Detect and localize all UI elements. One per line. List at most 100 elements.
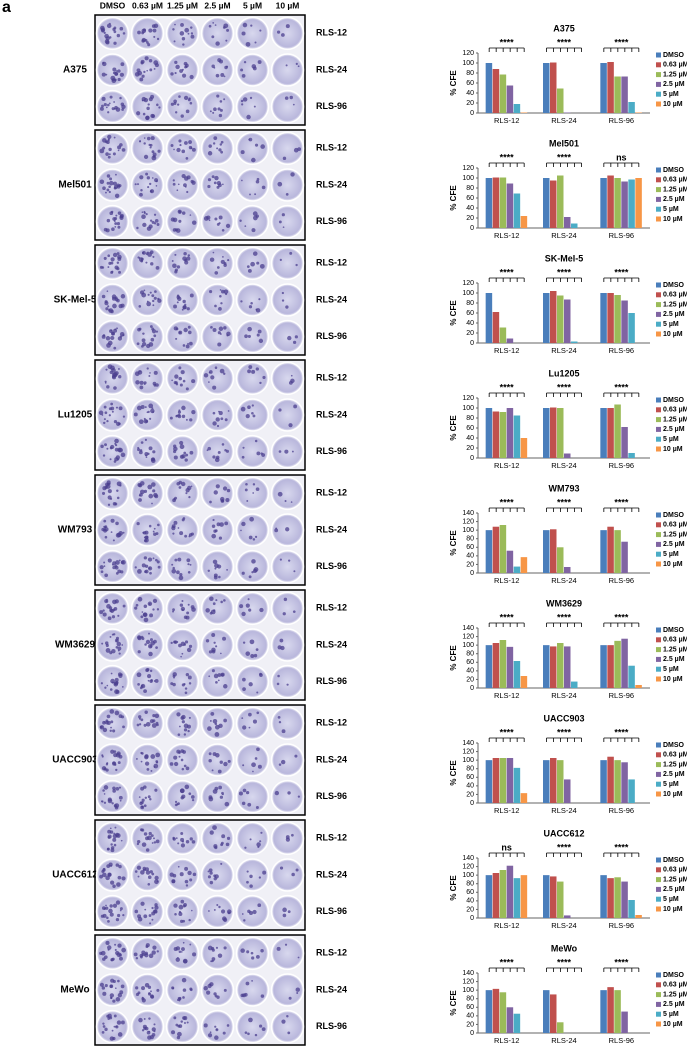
- colony: [103, 793, 106, 795]
- colony: [137, 875, 140, 878]
- colony: [153, 23, 159, 29]
- colony: [152, 304, 155, 307]
- colony: [107, 829, 112, 834]
- colony: [105, 73, 108, 76]
- colony: [295, 987, 300, 992]
- colony: [144, 643, 147, 646]
- row-label: RLS-24: [316, 409, 347, 419]
- well: [95, 743, 130, 777]
- colony: [105, 106, 108, 109]
- bar: [520, 676, 528, 688]
- colony: [251, 369, 256, 374]
- colony: [103, 405, 107, 409]
- y-tick-label: 40: [466, 1013, 474, 1020]
- colony: [153, 841, 157, 844]
- colony: [213, 181, 217, 185]
- cell-line-label: WM3629: [55, 640, 95, 651]
- colony: [144, 710, 148, 714]
- colony: [257, 764, 262, 769]
- well: [165, 89, 200, 124]
- colony: [211, 669, 215, 673]
- colony: [180, 843, 186, 848]
- colony: [113, 843, 117, 847]
- colony: [255, 308, 261, 313]
- bar: [614, 760, 621, 803]
- legend-label: DMSO: [663, 972, 685, 979]
- colony: [108, 308, 114, 313]
- colony: [119, 26, 124, 31]
- colony: [254, 193, 257, 196]
- colony: [214, 24, 217, 26]
- colony: [220, 600, 223, 604]
- y-tick-label: 100: [462, 527, 474, 534]
- colony: [107, 495, 112, 500]
- legend-swatch: [656, 206, 661, 212]
- colony: [215, 946, 219, 949]
- colony: [153, 222, 157, 225]
- colony: [152, 489, 156, 493]
- colony: [203, 1023, 208, 1028]
- colony: [291, 450, 294, 453]
- bar: [520, 438, 528, 458]
- colony: [188, 918, 191, 922]
- legend-label: 1.25 µM: [663, 186, 687, 193]
- colony: [181, 720, 185, 724]
- bar: [499, 327, 507, 343]
- colony: [274, 528, 279, 533]
- colony: [154, 679, 159, 683]
- colony: [222, 255, 224, 258]
- colony: [109, 709, 115, 714]
- colony: [107, 305, 110, 308]
- colony: [145, 943, 150, 948]
- colony: [120, 984, 125, 989]
- well: [200, 513, 235, 547]
- colony: [190, 795, 195, 799]
- colony: [223, 98, 226, 101]
- colony: [143, 154, 149, 160]
- colony: [153, 766, 156, 768]
- y-axis-label: % CFE: [449, 185, 458, 211]
- colony: [101, 72, 106, 77]
- colony: [143, 417, 146, 420]
- y-tick-label: 60: [466, 195, 474, 202]
- well: [235, 168, 270, 202]
- bar: [550, 758, 557, 803]
- y-tick-label: 0: [470, 685, 474, 692]
- bar: [600, 408, 607, 458]
- colony: [150, 262, 154, 266]
- colony: [135, 757, 138, 760]
- bar: [550, 876, 557, 918]
- colony: [188, 496, 191, 499]
- colony: [105, 307, 109, 311]
- colony: [103, 418, 106, 421]
- colony: [295, 868, 299, 872]
- colony: [104, 33, 109, 39]
- colony: [257, 60, 262, 65]
- colony: [223, 599, 226, 602]
- colony: [150, 754, 156, 759]
- colony: [138, 796, 141, 798]
- colony: [287, 910, 291, 914]
- colony: [137, 569, 142, 574]
- colony: [185, 615, 190, 620]
- colony: [155, 646, 158, 649]
- colony: [282, 612, 286, 616]
- colony: [183, 764, 187, 768]
- well: [95, 591, 130, 626]
- colony: [214, 567, 217, 570]
- colony: [179, 444, 185, 450]
- colony: [256, 747, 260, 752]
- colony: [257, 903, 262, 908]
- colony: [148, 632, 150, 635]
- colony: [134, 371, 140, 377]
- colony: [148, 224, 153, 229]
- legend-label: 5 µM: [663, 321, 679, 328]
- row-label: RLS-24: [316, 294, 347, 304]
- well: [165, 1009, 200, 1044]
- well: [130, 973, 165, 1007]
- colony: [256, 261, 260, 265]
- bar: [506, 338, 514, 343]
- colony: [209, 871, 213, 875]
- colony: [246, 265, 250, 269]
- bar: [564, 453, 571, 458]
